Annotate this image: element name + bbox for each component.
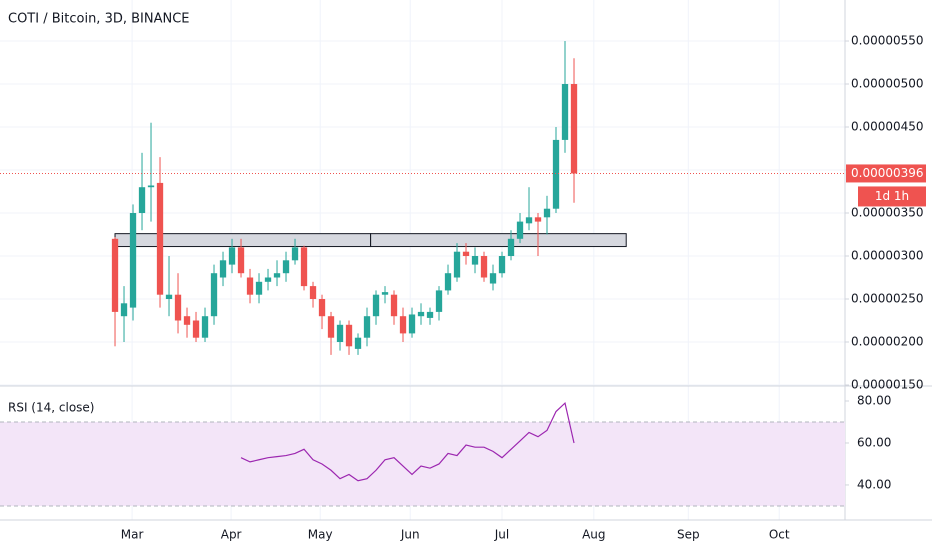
candle-body bbox=[318, 299, 326, 317]
x-tick-label: May bbox=[308, 528, 333, 542]
candle-body bbox=[201, 316, 209, 338]
y-tick-label: 0.00000200 bbox=[851, 335, 924, 349]
candle-body bbox=[561, 84, 569, 140]
candle-body bbox=[462, 251, 470, 257]
countdown-label: 1d 1h bbox=[875, 189, 909, 203]
zone-box bbox=[114, 233, 372, 248]
y-tick-label: 0.00000250 bbox=[851, 292, 924, 306]
candle-body bbox=[120, 303, 128, 317]
candle-body bbox=[507, 238, 515, 257]
y-tick-label: 0.00000500 bbox=[851, 77, 924, 91]
zone-box bbox=[370, 233, 627, 248]
candle-body bbox=[336, 324, 344, 343]
y-tick-label: 0.00000150 bbox=[851, 378, 924, 392]
candle-body bbox=[534, 217, 542, 222]
candle-body bbox=[570, 84, 578, 174]
rsi-band bbox=[0, 421, 845, 506]
candle-body bbox=[210, 273, 218, 317]
rsi-y-tick-label: 40.00 bbox=[857, 477, 891, 491]
candle-body bbox=[246, 277, 254, 295]
candle-body bbox=[237, 247, 245, 274]
candle-body bbox=[498, 256, 506, 274]
y-tick-label: 0.00000350 bbox=[851, 206, 924, 220]
candle-body bbox=[165, 294, 173, 300]
x-tick-label: Mar bbox=[121, 528, 144, 542]
candle-body bbox=[138, 187, 146, 214]
last-price-box bbox=[846, 164, 926, 183]
candle-body bbox=[147, 185, 155, 188]
x-tick-label: Oct bbox=[769, 528, 790, 542]
x-tick-label: Sep bbox=[677, 528, 700, 542]
rsi-line bbox=[240, 401, 575, 482]
rsi-label: RSI (14, close) bbox=[8, 401, 94, 415]
candle-body bbox=[192, 320, 200, 338]
candle-body bbox=[255, 281, 263, 295]
candle-body bbox=[327, 316, 335, 338]
candle-body bbox=[552, 139, 560, 209]
candle-body bbox=[228, 247, 236, 265]
x-tick-label: Jul bbox=[494, 528, 509, 542]
x-tick-label: Jun bbox=[400, 528, 420, 542]
candle-body bbox=[219, 260, 227, 278]
candle-body bbox=[129, 213, 137, 308]
candle-body bbox=[381, 292, 389, 295]
candle-body bbox=[156, 182, 164, 295]
candle-body bbox=[273, 273, 281, 278]
candle-body bbox=[435, 290, 443, 312]
y-tick-label: 0.00000550 bbox=[851, 34, 924, 48]
candle-body bbox=[543, 208, 551, 218]
candle-body bbox=[300, 247, 308, 287]
candle-body bbox=[426, 311, 434, 318]
x-tick-label: Apr bbox=[221, 528, 242, 542]
candle-body bbox=[264, 277, 272, 282]
candle-body bbox=[183, 316, 191, 325]
candle-body bbox=[399, 316, 407, 334]
candle-body bbox=[417, 311, 425, 317]
candle-body bbox=[453, 251, 461, 278]
candle-body bbox=[390, 294, 398, 317]
last-price-label: 0.00000396 bbox=[851, 166, 924, 180]
countdown-box bbox=[858, 186, 926, 207]
chart-title: COTI / Bitcoin, 3D, BINANCE bbox=[8, 12, 190, 27]
x-tick-label: Aug bbox=[582, 528, 605, 542]
candle-body bbox=[345, 324, 353, 347]
candle-body bbox=[372, 294, 380, 317]
rsi-y-tick-label: 80.00 bbox=[857, 394, 891, 408]
candle-body bbox=[525, 217, 533, 224]
candle-body bbox=[408, 314, 416, 334]
candle-body bbox=[111, 238, 119, 312]
candle-body bbox=[354, 337, 362, 349]
candle-body bbox=[174, 294, 182, 321]
candle-body bbox=[516, 221, 524, 239]
y-tick-label: 0.00000450 bbox=[851, 120, 924, 134]
candle-body bbox=[291, 247, 299, 261]
candle-body bbox=[444, 273, 452, 291]
candle-body bbox=[480, 256, 488, 278]
rsi-y-tick-label: 60.00 bbox=[857, 435, 891, 449]
y-tick-label: 0.00000300 bbox=[851, 249, 924, 263]
candle-body bbox=[363, 316, 371, 338]
candle-body bbox=[309, 286, 317, 300]
candle-body bbox=[282, 260, 290, 274]
candle-body bbox=[489, 273, 497, 284]
candle-body bbox=[471, 256, 479, 265]
